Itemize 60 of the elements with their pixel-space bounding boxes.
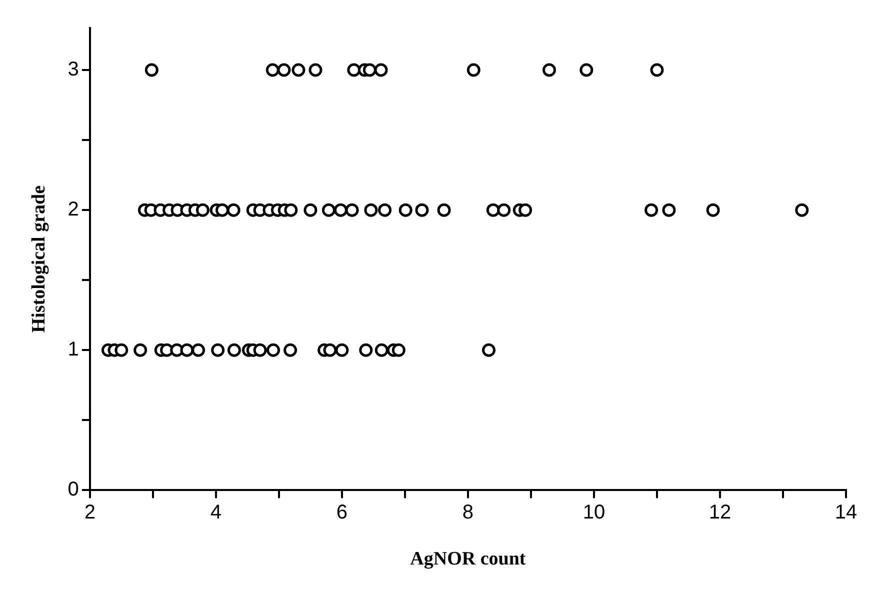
x-axis-title: AgNOR count (410, 548, 526, 570)
y-tick-label: 3 (68, 58, 79, 81)
point (364, 203, 378, 217)
point (706, 203, 720, 217)
point (196, 203, 210, 217)
point (362, 63, 376, 77)
point (415, 203, 429, 217)
x-tick-label: 2 (84, 502, 96, 524)
x-tick-label: 8 (462, 502, 474, 524)
point (398, 203, 412, 217)
point (304, 203, 318, 217)
point (518, 203, 532, 217)
point (392, 343, 406, 357)
point (662, 203, 676, 217)
point (378, 203, 392, 217)
point (253, 343, 267, 357)
point (644, 203, 658, 217)
point (180, 343, 194, 357)
point (497, 203, 511, 217)
point (437, 203, 451, 217)
y-tick-label: 1 (68, 338, 79, 361)
point (284, 343, 298, 357)
point (215, 203, 229, 217)
y-tick-label: 0 (68, 478, 79, 501)
point (322, 203, 336, 217)
point (277, 63, 291, 77)
x-tick-label: 4 (210, 502, 222, 524)
point (345, 203, 359, 217)
point (323, 343, 337, 357)
y-axis-title: Histological grade (28, 185, 50, 333)
point (374, 63, 388, 77)
point (114, 343, 128, 357)
point (266, 343, 280, 357)
point (134, 343, 148, 357)
point (335, 343, 349, 357)
point (795, 203, 809, 217)
point (284, 203, 298, 217)
point (374, 343, 388, 357)
point (192, 343, 206, 357)
point (308, 63, 322, 77)
point (580, 63, 594, 77)
point (266, 63, 280, 77)
point (466, 63, 480, 77)
point (211, 343, 225, 357)
point (359, 343, 373, 357)
x-tick-label: 10 (582, 502, 606, 524)
point (486, 203, 500, 217)
point (226, 203, 240, 217)
x-tick-label: 6 (336, 502, 348, 524)
point (482, 343, 496, 357)
point (144, 63, 158, 77)
x-tick-label: 12 (708, 502, 732, 524)
point (542, 63, 556, 77)
point (227, 343, 241, 357)
y-tick-label: 2 (68, 198, 79, 221)
point (650, 63, 664, 77)
point (292, 63, 306, 77)
x-tick-label: 14 (834, 502, 858, 524)
point (347, 63, 361, 77)
point (334, 203, 348, 217)
